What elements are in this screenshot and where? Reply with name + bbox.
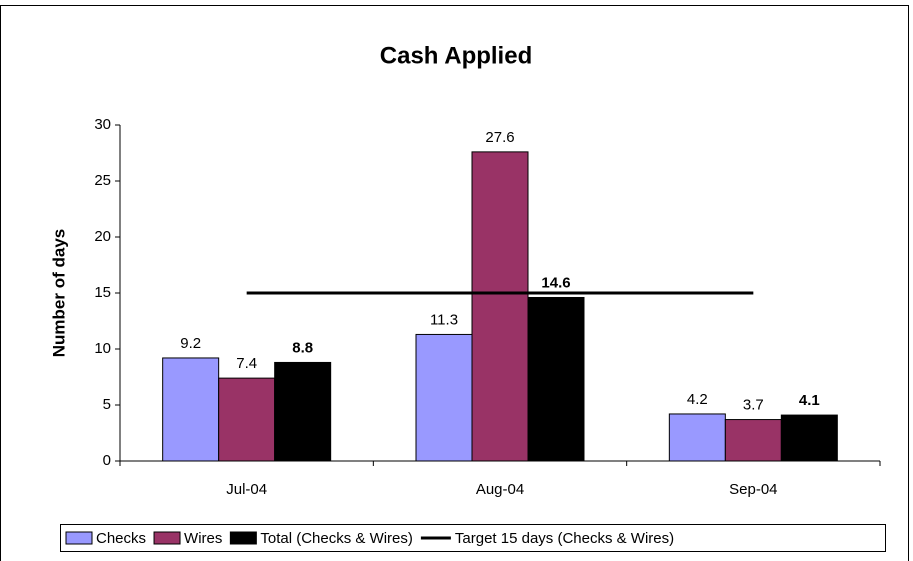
data-label: 27.6	[485, 129, 514, 146]
y-tick-label: 5	[103, 396, 111, 413]
x-tick-label: Aug-04	[476, 481, 524, 498]
legend-swatch	[65, 531, 93, 545]
x-tick-label: Jul-04	[226, 481, 267, 498]
data-label: 9.2	[180, 335, 201, 352]
chart-frame	[0, 5, 909, 561]
y-axis-label: Number of days	[49, 229, 68, 357]
y-tick-label: 0	[103, 452, 111, 469]
bar	[415, 333, 473, 462]
data-label: 4.2	[687, 391, 708, 408]
data-label: 7.4	[236, 355, 257, 372]
y-tick-label: 25	[94, 172, 111, 189]
legend-label: Target 15 days (Checks & Wires)	[455, 530, 674, 547]
legend-box	[60, 524, 886, 552]
chart-title: Cash Applied	[380, 42, 532, 69]
bar	[527, 296, 585, 462]
legend-label: Total (Checks & Wires)	[260, 530, 413, 547]
legend-label: Checks	[96, 530, 146, 547]
data-label: 11.3	[430, 311, 458, 328]
legend-swatch	[153, 531, 181, 545]
bar	[162, 357, 220, 462]
y-tick-label: 15	[94, 284, 111, 301]
data-label: 3.7	[743, 397, 764, 414]
bar	[274, 361, 332, 462]
y-tick-label: 10	[94, 340, 111, 357]
data-label: 4.1	[799, 392, 820, 409]
data-label: 8.8	[292, 339, 313, 356]
bar	[780, 414, 838, 462]
legend-label: Wires	[184, 530, 222, 547]
bar	[471, 151, 529, 462]
data-label: 14.6	[541, 274, 570, 291]
bar	[724, 419, 782, 462]
legend-swatch	[229, 531, 257, 545]
bar	[218, 377, 276, 462]
x-tick-label: Sep-04	[729, 481, 777, 498]
bar	[668, 413, 726, 462]
y-tick-label: 20	[94, 228, 111, 245]
y-tick-label: 30	[94, 116, 111, 133]
